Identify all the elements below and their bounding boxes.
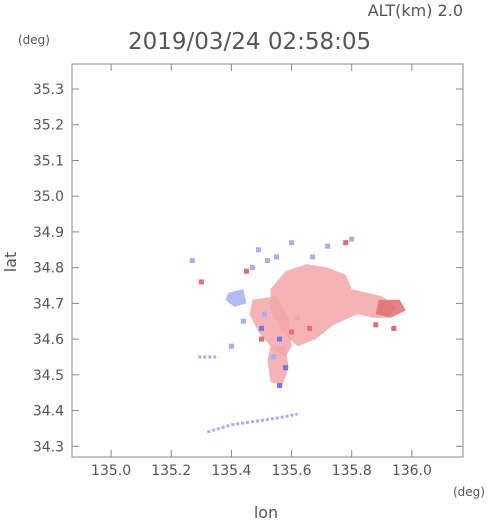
chart-timestamp: 2019/03/24 02:58:05 — [128, 29, 371, 55]
echo-speckle — [310, 254, 316, 260]
echo-speckle — [289, 329, 295, 335]
plot-frame — [71, 63, 464, 458]
echo-speckle — [189, 258, 195, 263]
echo-speckle — [240, 318, 246, 324]
echo-speckle — [325, 243, 331, 249]
unit-x-deg: (deg) — [453, 485, 485, 499]
echo-speckle — [271, 354, 277, 360]
echo-speckle — [307, 325, 313, 331]
echo-layer — [189, 236, 406, 434]
echo-speckle — [274, 254, 280, 260]
y-tick-label: 34.8 — [33, 261, 64, 277]
x-axis: 135.0 135.2 135.4 135.6 135.8 136.0 — [91, 64, 432, 479]
echo-speckle — [289, 240, 295, 246]
y-tick-label: 34.6 — [33, 332, 64, 348]
y-tick-label: 34.7 — [33, 296, 64, 312]
echo-streak — [206, 412, 298, 434]
echo-speckle — [249, 265, 255, 271]
x-tick-label: 135.8 — [332, 463, 372, 479]
echo-speckle — [277, 383, 283, 389]
echo-speckle — [228, 343, 234, 349]
echo-speckle — [295, 315, 301, 321]
echo-speckle — [261, 311, 267, 317]
y-axis-label: lat — [1, 252, 20, 273]
echo-speckle — [255, 247, 261, 253]
x-tick-label: 135.0 — [91, 463, 131, 479]
unit-y-deg: (deg) — [18, 33, 50, 47]
echo-region-east-lobe — [375, 299, 406, 318]
echo-speckle — [258, 336, 264, 342]
y-tick-label: 34.5 — [33, 368, 64, 384]
echo-speckle — [373, 322, 379, 328]
echo-region-southwest-mixed — [249, 296, 292, 357]
echo-speckle — [343, 240, 349, 246]
echo-region-main-echo — [270, 264, 397, 347]
echo-speckle — [243, 268, 249, 274]
y-tick-label: 35.2 — [33, 118, 64, 134]
x-axis-label: lon — [254, 503, 278, 521]
x-tick-label: 135.4 — [211, 463, 251, 479]
echo-speckle — [349, 236, 355, 242]
echo-speckle — [283, 365, 289, 371]
echo-speckle — [277, 336, 283, 342]
y-tick-label: 34.9 — [33, 225, 64, 241]
x-tick-label: 136.0 — [392, 463, 432, 479]
altitude-label: ALT(km) 2.0 — [368, 1, 463, 20]
echo-speckle — [198, 279, 204, 285]
y-tick-label: 34.3 — [33, 439, 64, 455]
x-tick-label: 135.6 — [272, 463, 312, 479]
echo-speckle — [265, 258, 270, 263]
y-axis: 34.3 34.4 34.5 34.6 34.7 34.8 34.9 35.0 35.1 35.2… — [33, 82, 463, 455]
y-tick-label: 35.3 — [33, 82, 64, 98]
echo-speckle — [258, 325, 264, 331]
echo-region-west-blob — [225, 289, 247, 307]
y-tick-label: 35.0 — [33, 189, 64, 205]
echo-speckle — [391, 325, 397, 331]
y-tick-label: 35.1 — [33, 153, 64, 169]
y-tick-label: 34.4 — [33, 404, 64, 420]
x-tick-label: 135.2 — [151, 463, 191, 479]
